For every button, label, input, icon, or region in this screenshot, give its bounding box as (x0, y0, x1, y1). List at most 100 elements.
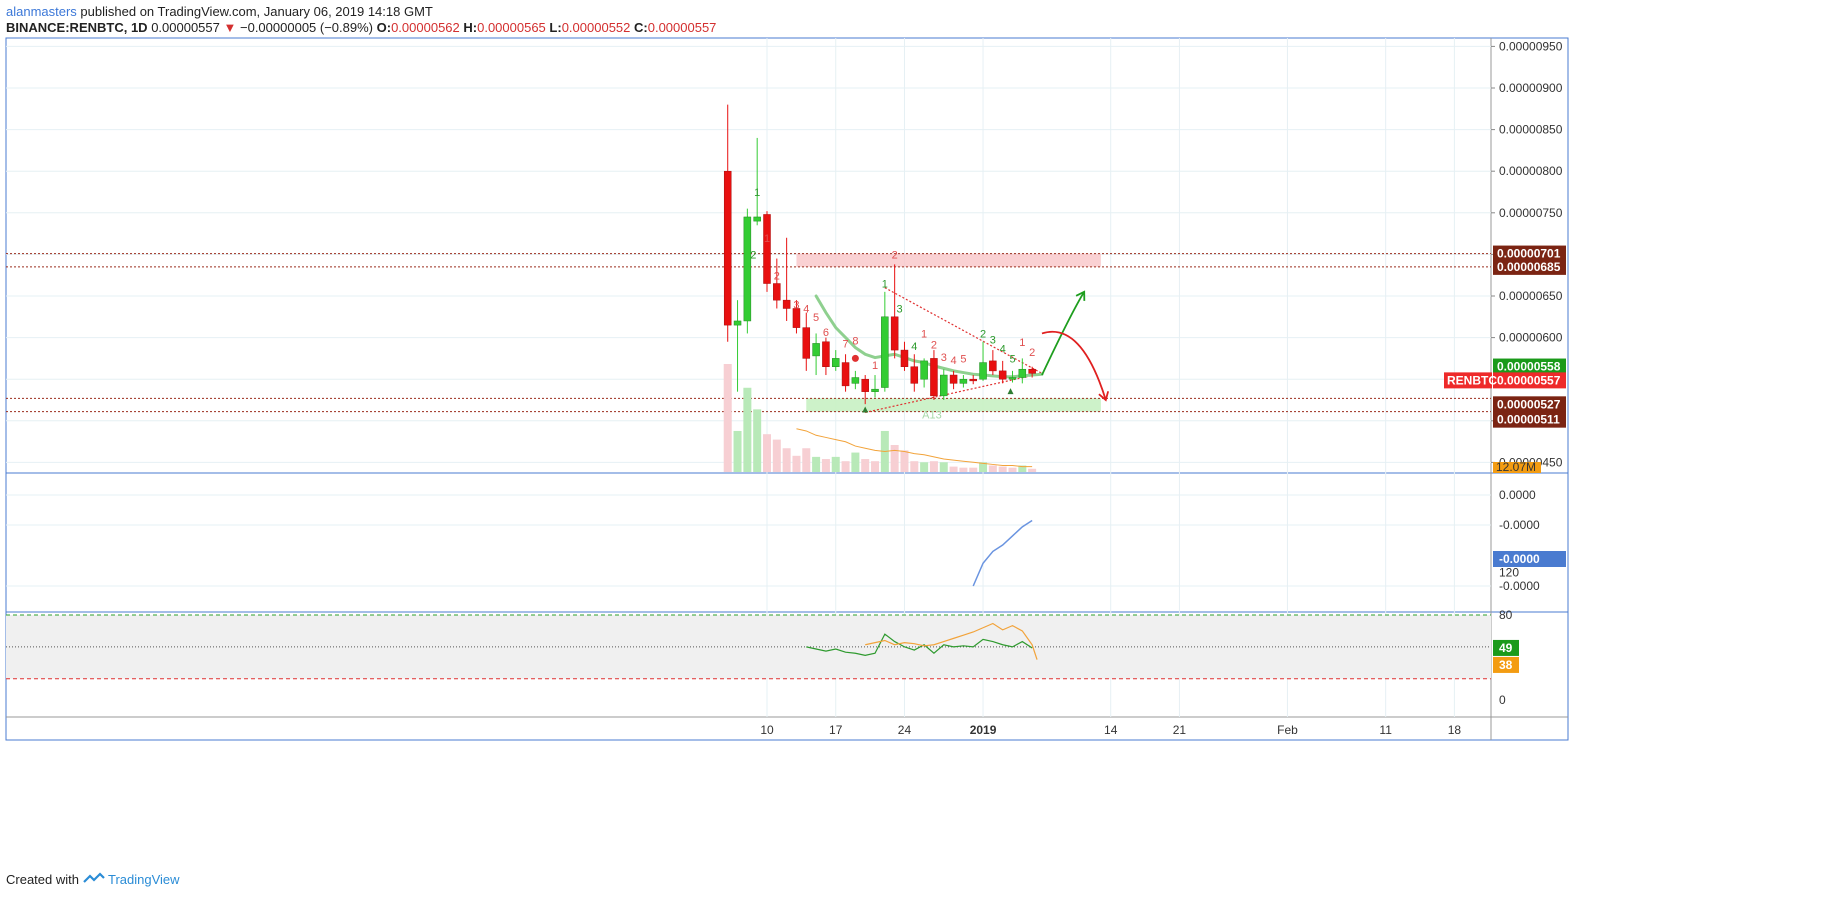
indicator-axis-label: -0.0000 (1499, 518, 1540, 532)
volume-bar (959, 467, 968, 472)
candle-body (930, 358, 938, 397)
price-axis: 0.00000950 0.00000900 0.00000850 0.00000800… (1491, 39, 1563, 469)
candle-body (851, 377, 860, 384)
volume-bar (821, 459, 830, 472)
volume-bar (998, 466, 1007, 472)
volume-bar (802, 448, 811, 472)
volume-bar (792, 455, 801, 472)
volume-bar (831, 456, 840, 472)
volume-bar (861, 459, 870, 472)
down-arrow-icon: ▼ (223, 20, 237, 35)
volume-bar (1028, 468, 1037, 472)
tradingview-brand[interactable]: TradingView (108, 872, 180, 887)
candle (773, 258, 781, 309)
volume-bar (851, 452, 860, 472)
author-link[interactable]: alanmasters (6, 4, 77, 19)
candle-body (802, 327, 811, 359)
volume-bar (723, 364, 732, 472)
price-badge-box (1493, 411, 1566, 428)
time-axis-label: 2019 (970, 723, 997, 737)
count-label: 1 (921, 329, 927, 341)
tradingview-logo-icon (82, 872, 108, 887)
candle (822, 337, 830, 376)
time-axis-label: 18 (1448, 723, 1462, 737)
high-label: H: (463, 20, 478, 35)
count-label: 5 (960, 354, 966, 366)
price-badge-box (1493, 258, 1566, 275)
candle (733, 300, 742, 392)
count-label: 7 (842, 339, 848, 351)
projection-up-arrow (1041, 291, 1085, 376)
candle (743, 208, 752, 334)
oscillator-badge-box (1493, 656, 1519, 673)
projection-up-arrow-head (1075, 290, 1086, 301)
count-label: 5 (813, 312, 819, 324)
indicator-badge-box (1493, 551, 1566, 567)
moving-average-line (814, 294, 1044, 379)
price-badge: 0.00000511 (1493, 411, 1566, 428)
symbol-badge-box (1444, 372, 1492, 389)
volume-bar (949, 466, 958, 472)
volume-bar (939, 462, 948, 472)
candle (890, 264, 899, 359)
time-axis-label: Feb (1277, 723, 1298, 737)
candle-body (979, 362, 987, 380)
candle (900, 341, 909, 371)
volume-bar (920, 462, 929, 472)
high-value: 0.00000565 (477, 20, 546, 35)
volume-bar (733, 430, 742, 472)
indicator-line (972, 519, 1033, 587)
price-axis-label: 0.00000650 (1499, 289, 1563, 303)
price-badge-box (1493, 245, 1566, 262)
signal-dot-icon (851, 354, 859, 362)
volume-bar (743, 387, 752, 472)
time-axis: 10 17 24 2019 14 21 Feb 11 18 (760, 723, 1461, 737)
candle-body (812, 343, 820, 357)
candle-body (773, 283, 781, 301)
price-badge-label: 0.00000527 (1497, 397, 1561, 411)
candle-body (792, 308, 801, 328)
price-axis-label: 0.00000750 (1499, 206, 1563, 220)
candle (861, 375, 869, 405)
volume-bar (1008, 467, 1017, 472)
candle-body (782, 299, 791, 309)
candle-body (861, 378, 869, 392)
support-zone (806, 398, 1101, 412)
price-axis-label: 0.00000950 (1499, 39, 1563, 53)
count-label: 2 (931, 339, 937, 351)
candle-body (890, 316, 899, 351)
symbol-badge-label: RENBTC (1447, 373, 1497, 387)
volume-ma-line (796, 428, 1033, 468)
candles (723, 104, 1036, 405)
candle (723, 104, 732, 342)
price-badge-label: 0.00000701 (1497, 247, 1561, 261)
candle-body (763, 214, 771, 284)
arrow-up-icon (1007, 388, 1014, 395)
oscillator-axis-label: 80 (1499, 608, 1513, 622)
footer: Created with TradingView (6, 872, 180, 887)
price-badge-label: 0.00000511 (1497, 413, 1560, 427)
publish-line: alanmasters published on TradingView.com… (6, 4, 716, 20)
open-value: 0.00000562 (391, 20, 460, 35)
count-label: 3 (941, 352, 947, 364)
indicator-axis-label: -0.0000 (1499, 579, 1540, 593)
candle (998, 360, 1007, 384)
candle-body (959, 378, 968, 384)
candle-body (920, 360, 928, 380)
oscillator-axis: 120 80 0 (1499, 566, 1519, 708)
price-badge-box (1493, 396, 1566, 413)
candle-body (743, 216, 752, 322)
candle-body (1008, 377, 1017, 380)
projection-down-arrow (1041, 331, 1107, 401)
count-label: 5 (1009, 354, 1015, 366)
candle (802, 312, 811, 371)
candle (812, 333, 820, 376)
price-badge: 0.00000685 (1493, 258, 1566, 275)
candle-body (871, 388, 879, 392)
candle (881, 291, 889, 392)
volume-bar (890, 445, 899, 472)
